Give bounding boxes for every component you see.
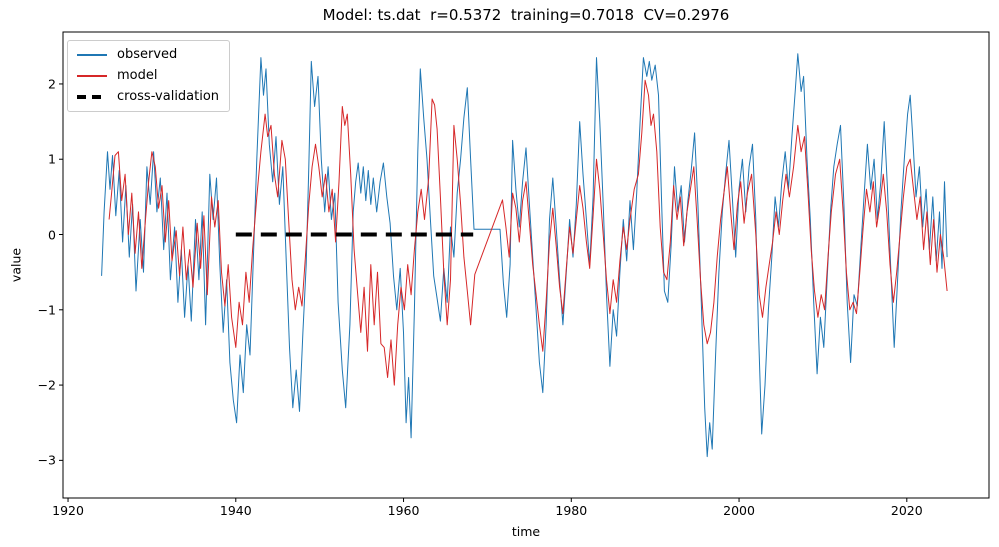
legend-item-observed: observed [77, 47, 219, 63]
x-axis-label: time [511, 524, 541, 539]
observed-line [101, 53, 948, 458]
axes-spines [62, 31, 990, 499]
x-tick-label-5: 2020 [890, 503, 923, 518]
y-axis-label: value [8, 247, 24, 283]
chart-title: Model: ts.dat r=0.5372 training=0.7018 C… [322, 6, 730, 24]
model-line-swatch-icon [77, 75, 107, 77]
x-tick-label-1: 1940 [219, 503, 252, 518]
legend-label-model: model [117, 68, 158, 83]
x-tick-label-3: 1980 [555, 503, 588, 518]
legend-item-model: model [77, 68, 219, 84]
legend-label-cross-validation: cross-validation [117, 89, 220, 104]
legend-label-observed: observed [117, 47, 178, 62]
y-tick-label-1: 1 [48, 151, 56, 167]
x-tick-label-0: 1920 [52, 503, 84, 518]
y-tick-label-5: −3 [37, 452, 56, 468]
y-tick-label-3: −1 [37, 302, 56, 318]
legend-item-cross-validation: cross-validation [77, 89, 219, 105]
observed-line-swatch-icon [77, 54, 107, 56]
y-tick-label-2: 0 [48, 227, 56, 242]
model-line [108, 79, 948, 386]
x-tick-label-2: 1960 [387, 503, 420, 518]
y-tick-label-0: 2 [48, 76, 56, 92]
legend: observed model cross-validation [67, 40, 231, 112]
y-tick-label-4: −2 [37, 377, 56, 393]
x-tick-label-4: 2000 [723, 503, 755, 518]
cross-validation-line-swatch-icon [77, 95, 107, 99]
